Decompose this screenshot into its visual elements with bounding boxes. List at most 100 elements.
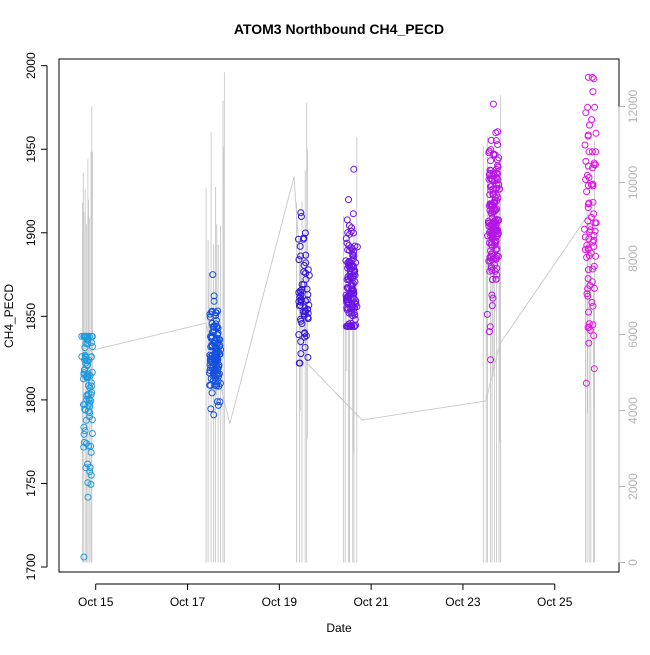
data-point: [494, 162, 502, 170]
data-point: [82, 353, 89, 361]
data-point: [84, 402, 92, 409]
data-point: [342, 322, 350, 330]
data-point: [296, 287, 304, 295]
data-point: [301, 229, 309, 237]
data-point: [348, 301, 356, 309]
data-point: [342, 296, 350, 304]
data-point: [346, 230, 354, 238]
data-point: [345, 258, 353, 266]
data-point: [491, 219, 499, 227]
data-point: [582, 176, 590, 183]
data-point: [584, 204, 592, 212]
data-point: [212, 312, 220, 319]
data-point: [83, 391, 91, 399]
y2-axis: 0 2000 4000 6000 8000 10000 12000: [618, 89, 640, 566]
x-tick-label: Oct 19: [262, 595, 298, 609]
data-point: [584, 200, 592, 208]
x-tick-label: Oct 21: [353, 595, 389, 609]
data-point: [212, 309, 220, 317]
data-point: [590, 231, 598, 239]
data-point: [87, 379, 95, 387]
data-point: [591, 103, 599, 111]
data-point: [485, 328, 493, 336]
data-point: [589, 182, 597, 190]
data-point: [84, 493, 92, 501]
data-point: [349, 210, 357, 218]
data-point: [88, 368, 96, 376]
data-point: [590, 161, 598, 169]
data-point: [83, 357, 91, 365]
data-point: [207, 375, 215, 382]
data-point: [492, 129, 500, 137]
y-tick-label: 1750: [24, 470, 38, 497]
data-point: [351, 315, 359, 323]
data-point: [349, 250, 357, 258]
y2-tick-label: 8000: [626, 245, 640, 272]
data-point: [487, 146, 495, 154]
data-point: [493, 230, 501, 237]
data-point: [295, 235, 302, 243]
data-point: [483, 310, 491, 318]
data-point: [585, 323, 593, 331]
data-point: [586, 121, 593, 129]
data-point: [206, 381, 214, 389]
data-point: [489, 185, 497, 193]
data-point: [82, 373, 90, 381]
data-point: [86, 464, 94, 471]
data-point: [210, 297, 218, 305]
data-point: [590, 210, 598, 218]
data-point: [487, 157, 495, 165]
data-point: [215, 343, 223, 351]
data-point: [301, 344, 309, 351]
data-point: [86, 409, 94, 417]
data-point: [295, 331, 303, 339]
data-point: [582, 379, 590, 387]
data-point: [88, 430, 96, 437]
y-axis-label: CH4_PECD: [2, 284, 16, 348]
data-point: [350, 165, 358, 173]
data-point: [494, 226, 502, 234]
data-point: [86, 384, 94, 392]
y2-tick-label: 6000: [626, 321, 640, 348]
data-point: [299, 235, 307, 243]
data-point: [207, 405, 215, 413]
data-point: [85, 332, 93, 340]
data-point: [585, 308, 592, 316]
data-point: [87, 480, 95, 488]
data-point: [583, 253, 591, 261]
data-point: [488, 302, 496, 310]
data-point: [494, 176, 502, 184]
data-point: [87, 471, 95, 479]
data-point: [487, 221, 495, 228]
data-point: [349, 280, 357, 287]
data-point: [345, 196, 352, 204]
data-point: [209, 377, 217, 385]
data-point: [87, 391, 95, 399]
ch4-series: [78, 73, 600, 561]
data-point: [302, 332, 310, 340]
data-point: [493, 205, 501, 213]
y-tick-label: 1950: [24, 136, 38, 163]
data-point: [489, 294, 497, 302]
y-tick-label: 2000: [24, 52, 38, 79]
data-point: [305, 271, 313, 279]
data-point: [295, 256, 303, 264]
y2-tick-label: 10000: [626, 165, 640, 199]
data-point: [585, 174, 593, 181]
data-point: [486, 191, 494, 199]
data-point: [81, 427, 89, 435]
data-point: [590, 75, 598, 83]
data-point: [80, 553, 88, 561]
data-point: [592, 148, 600, 156]
data-point: [584, 245, 592, 253]
data-point: [343, 216, 351, 224]
data-point: [585, 148, 593, 156]
data-point: [486, 267, 494, 275]
y2-tick-label: 12000: [626, 89, 640, 123]
data-point: [488, 276, 496, 283]
data-point: [80, 369, 88, 377]
data-point: [486, 323, 494, 331]
data-point: [494, 194, 502, 202]
data-point: [297, 350, 305, 358]
